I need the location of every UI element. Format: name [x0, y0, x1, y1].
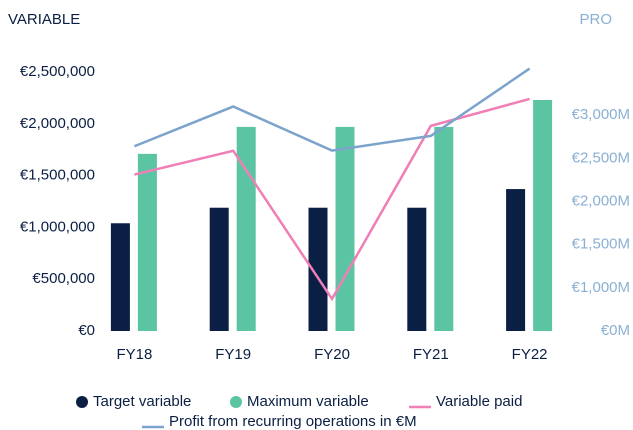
- y-tick-label: €2,000,000: [20, 115, 95, 132]
- y2-tick-label: €2,000M: [572, 192, 630, 209]
- legend-label: Maximum variable: [247, 393, 369, 410]
- x-tick-label: FY20: [314, 346, 350, 363]
- y2-tick-label: €1,500M: [572, 236, 630, 253]
- y-axis-label: VARIABLE: [8, 11, 80, 28]
- bar: [209, 207, 229, 331]
- bar: [335, 126, 355, 332]
- line: [133, 67, 531, 152]
- x-tick-label: FY19: [215, 346, 251, 363]
- y2-tick-label: €3,000M: [572, 106, 630, 123]
- x-tick-label: FY18: [116, 346, 152, 363]
- legend-marker: [230, 396, 242, 408]
- x-tick-label: FY22: [512, 346, 548, 363]
- legend-marker: [76, 396, 88, 408]
- bar: [236, 126, 256, 332]
- legend-label: Profit from recurring operations in €M: [169, 413, 417, 430]
- bar: [506, 189, 526, 331]
- y-tick-label: €2,500,000: [20, 63, 95, 80]
- bar: [407, 207, 427, 331]
- bar: [137, 153, 157, 331]
- line: [134, 97, 530, 302]
- bar: [308, 207, 328, 331]
- y2-tick-label: €0M: [601, 322, 630, 339]
- y2-tick-label: €1,000M: [572, 279, 630, 296]
- bar: [110, 223, 130, 331]
- y-tick-label: €1,500,000: [20, 167, 95, 184]
- legend-label: Variable paid: [436, 393, 522, 410]
- bar: [434, 126, 454, 332]
- y-tick-label: €1,000,000: [20, 218, 95, 235]
- legend-label: Target variable: [93, 393, 191, 410]
- y-tick-label: €0: [78, 322, 95, 339]
- y-tick-label: €500,000: [32, 270, 95, 287]
- bar: [533, 99, 553, 331]
- x-tick-label: FY21: [413, 346, 449, 363]
- y2-tick-label: €2,500M: [572, 149, 630, 166]
- y2-axis-label: PRO: [579, 11, 612, 28]
